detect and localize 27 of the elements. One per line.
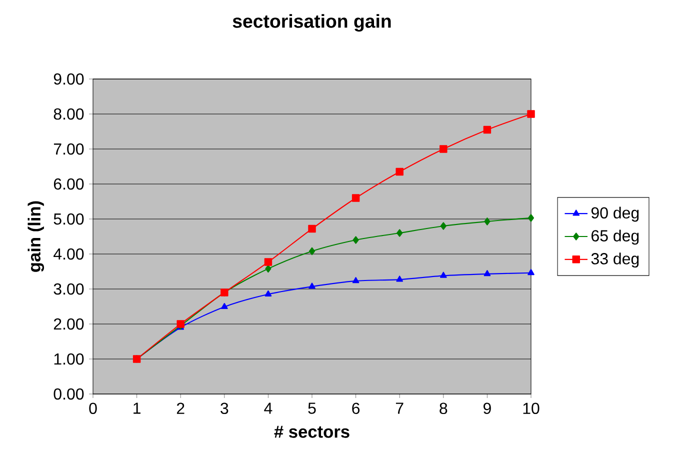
x-tick-label: 0 <box>89 402 97 414</box>
legend-label: 33 deg <box>591 252 639 268</box>
y-tick-label: 4.00 <box>54 248 84 260</box>
x-tick-label: 5 <box>308 402 316 414</box>
chart-title: sectorisation gain <box>232 14 391 32</box>
y-tick-label: 7.00 <box>54 143 84 155</box>
x-tick-label: 2 <box>176 402 184 414</box>
x-tick-label: 8 <box>440 402 448 414</box>
y-tick-label: 0.00 <box>54 388 84 400</box>
y-tick-label: 8.00 <box>54 108 84 120</box>
x-tick-label: 4 <box>264 402 272 414</box>
y-tick-label: 5.00 <box>54 213 84 225</box>
x-tick-label: 6 <box>352 402 360 414</box>
legend-label: 90 deg <box>591 206 639 222</box>
x-tick-label: 7 <box>396 402 404 414</box>
y-tick-label: 9.00 <box>54 73 84 85</box>
legend-label: 65 deg <box>592 230 639 245</box>
y-axis-title: gain (lin) <box>28 201 44 272</box>
y-tick-label: 2.00 <box>54 318 84 330</box>
y-tick-label: 3.00 <box>54 283 84 295</box>
x-tick-label: 10 <box>523 402 540 414</box>
x-tick-label: 9 <box>484 402 491 414</box>
x-tick-label: 3 <box>220 402 228 414</box>
x-axis-title: # sectors <box>274 426 350 438</box>
x-tick-label: 1 <box>134 402 140 414</box>
y-tick-label: 1.00 <box>54 353 84 365</box>
y-tick-label: 6.00 <box>54 178 84 190</box>
